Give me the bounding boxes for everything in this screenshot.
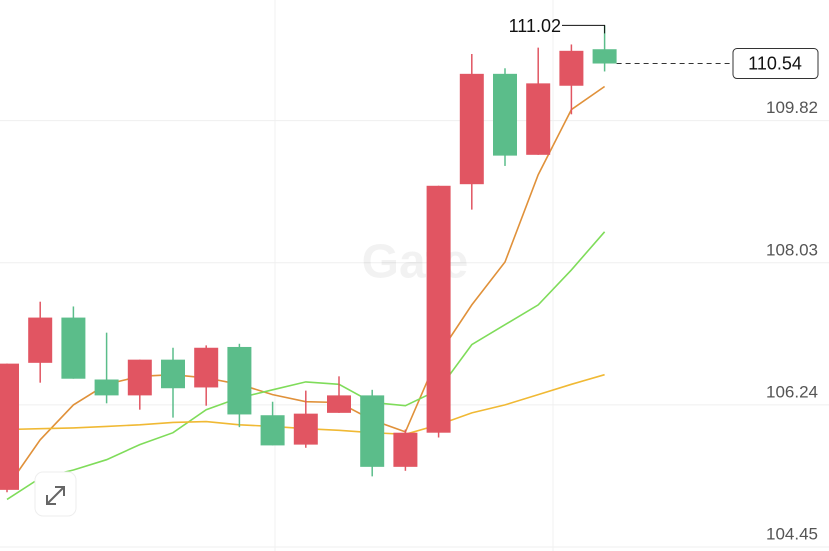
- expand-button-bg[interactable]: [34, 471, 77, 517]
- y-tick-label: 106.24: [766, 382, 818, 401]
- candle-body: [260, 415, 285, 446]
- candle-body: [28, 317, 53, 363]
- candle-body: [61, 317, 86, 379]
- candle-body: [227, 346, 252, 415]
- grid: 104.45 106.24 108.03 109.82: [0, 98, 829, 548]
- candle-body: [327, 395, 351, 413]
- high-label: 111.02: [509, 16, 561, 36]
- watermark: Gate: [362, 236, 469, 289]
- candle-body: [459, 73, 484, 185]
- candle-body: [526, 83, 551, 155]
- candle-body: [493, 73, 517, 156]
- candle-body: [94, 379, 119, 396]
- candle-body: [161, 359, 185, 389]
- high-leader: [562, 24, 606, 34]
- vertical-grid: [274, 0, 554, 551]
- candle-body: [360, 395, 385, 467]
- candle-body: [127, 359, 152, 396]
- expand-button[interactable]: [34, 471, 77, 517]
- last-price-box: [732, 48, 819, 80]
- candle-body: [194, 347, 219, 388]
- candle-body: [293, 413, 318, 445]
- last-price-label: 110.54: [748, 53, 802, 73]
- y-tick-label: 108.03: [766, 240, 818, 259]
- y-tick-label: 109.82: [766, 98, 818, 117]
- candle-body: [426, 185, 451, 433]
- candle-body: [559, 50, 584, 86]
- candle-body: [592, 49, 617, 64]
- expand-icon: [46, 486, 65, 505]
- annotations: 111.02 110.54: [509, 16, 819, 80]
- candle-body: [393, 432, 418, 467]
- candle-body: [0, 363, 19, 490]
- moving-average-line: [6, 231, 606, 501]
- candles: [0, 25, 617, 493]
- y-tick-label: 104.45: [766, 525, 818, 544]
